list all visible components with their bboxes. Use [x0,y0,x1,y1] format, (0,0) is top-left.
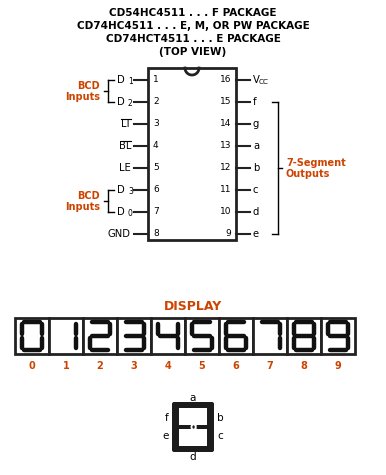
Text: 3: 3 [153,120,159,129]
Text: GND: GND [108,229,131,239]
Text: d: d [253,207,259,217]
Text: Inputs: Inputs [65,202,100,212]
Text: 2: 2 [128,99,133,108]
Text: 0: 0 [128,209,133,218]
Text: BCD: BCD [77,81,100,91]
Bar [148,68,236,240]
Bar [287,318,321,354]
Bar [185,318,219,354]
Text: 11: 11 [220,186,231,194]
Text: g: g [189,422,197,432]
Text: 9: 9 [225,229,231,238]
Text: BCD: BCD [77,191,100,201]
Text: LT: LT [121,119,131,129]
Text: 3: 3 [130,361,137,371]
Text: 4: 4 [164,361,171,371]
FancyBboxPatch shape [172,402,214,452]
Text: 6: 6 [233,361,239,371]
Text: LE: LE [119,163,131,173]
Text: 1: 1 [153,76,159,85]
Text: 1: 1 [63,361,69,371]
Text: 6: 6 [153,186,159,194]
Text: 5: 5 [153,163,159,172]
Text: 1: 1 [128,77,133,86]
Bar [151,318,185,354]
Text: g: g [253,119,259,129]
Text: 12: 12 [220,163,231,172]
Text: Inputs: Inputs [65,92,100,102]
Text: e: e [163,431,169,441]
Text: b: b [253,163,259,173]
Text: a: a [190,393,196,403]
Bar [321,318,355,354]
Text: (TOP VIEW): (TOP VIEW) [159,47,227,57]
Bar [15,318,49,354]
Text: 13: 13 [220,142,231,151]
Text: 8: 8 [153,229,159,238]
Text: 4: 4 [153,142,159,151]
Text: Outputs: Outputs [286,169,330,179]
Text: 10: 10 [220,208,231,217]
Text: 7: 7 [267,361,273,371]
Text: f: f [165,413,169,423]
Text: b: b [217,413,223,423]
Text: D: D [117,75,125,85]
Text: 7-Segment: 7-Segment [286,158,346,168]
Text: D: D [117,97,125,107]
Text: e: e [253,229,259,239]
Text: f: f [253,97,257,107]
Text: 7: 7 [153,208,159,217]
Bar [179,408,207,425]
Text: D: D [117,207,125,217]
Text: D: D [117,185,125,195]
Text: d: d [190,452,196,462]
Text: c: c [217,431,223,441]
Bar [253,318,287,354]
Text: 8: 8 [301,361,307,371]
Text: CD54HC4511 . . . F PACKAGE: CD54HC4511 . . . F PACKAGE [109,8,277,18]
Text: 0: 0 [29,361,36,371]
Bar [83,318,117,354]
Text: a: a [253,141,259,151]
Text: BL: BL [119,141,131,151]
Text: 2: 2 [96,361,103,371]
Text: 2: 2 [153,97,159,106]
Bar [179,429,207,446]
Text: 5: 5 [199,361,205,371]
Text: c: c [253,185,259,195]
Text: 3: 3 [128,188,133,197]
Text: V: V [253,75,260,85]
Text: CC: CC [259,79,269,85]
Text: CD74HCT4511 . . . E PACKAGE: CD74HCT4511 . . . E PACKAGE [105,34,281,44]
Bar [117,318,151,354]
Text: 16: 16 [220,76,231,85]
Text: 15: 15 [220,97,231,106]
Bar [49,318,83,354]
Text: DISPLAY: DISPLAY [164,300,222,313]
Text: 14: 14 [220,120,231,129]
Bar [219,318,253,354]
Text: CD74HC4511 . . . E, M, OR PW PACKAGE: CD74HC4511 . . . E, M, OR PW PACKAGE [77,21,309,31]
Text: 9: 9 [335,361,341,371]
